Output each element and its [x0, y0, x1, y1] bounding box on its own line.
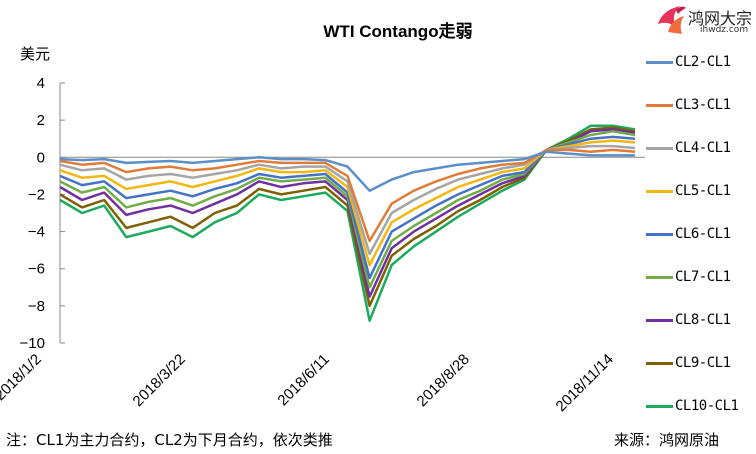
y-tick-label: −2 — [28, 186, 45, 203]
legend-swatch — [646, 318, 673, 322]
y-tick-label: −6 — [28, 261, 45, 278]
legend-label: CL9-CL1 — [675, 355, 731, 371]
footnote: 注：CL1为主力合约，CL2为下月合约，依次类推 — [6, 431, 333, 449]
logo-subtext: ihwdz.com — [700, 25, 749, 35]
legend-swatch — [646, 189, 673, 193]
legend-label: CL6-CL1 — [675, 226, 731, 242]
legend-label: CL10-CL1 — [675, 398, 739, 414]
legend-item-cl10-cl1: CL10-CL1 — [646, 396, 739, 416]
legend-item-cl5-cl1: CL5-CL1 — [646, 181, 731, 201]
legend-item-cl7-cl1: CL7-CL1 — [646, 267, 731, 287]
legend-swatch — [646, 232, 673, 236]
y-tick-label: 0 — [37, 149, 45, 166]
legend-label: CL8-CL1 — [675, 312, 731, 328]
legend-label: CL7-CL1 — [675, 269, 731, 285]
legend-label: CL4-CL1 — [675, 140, 731, 156]
legend-item-cl2-cl1: CL2-CL1 — [646, 52, 731, 72]
y-tick-label: −10 — [20, 335, 45, 352]
x-tick-label: 2018/8/28 — [414, 351, 473, 410]
legend-label: CL2-CL1 — [675, 54, 731, 70]
x-tick-label: 2018/3/22 — [130, 351, 189, 410]
legend-swatch — [646, 103, 673, 107]
series-line-cl2-cl1 — [59, 150, 635, 192]
legend-item-cl3-cl1: CL3-CL1 — [646, 95, 731, 115]
y-tick-label: 2 — [37, 112, 45, 129]
y-axis-unit-label: 美元 — [20, 45, 51, 63]
legend-item-cl8-cl1: CL8-CL1 — [646, 310, 731, 330]
legend-item-cl4-cl1: CL4-CL1 — [646, 138, 731, 158]
logo-icon — [658, 6, 686, 34]
legend-item-cl6-cl1: CL6-CL1 — [646, 224, 731, 244]
legend-swatch — [646, 275, 673, 279]
legend-swatch — [646, 404, 673, 408]
chart-title-text: WTI Contango走弱 — [323, 22, 473, 41]
y-tick-label: 4 — [37, 75, 45, 92]
x-tick-label: 2018/11/14 — [553, 351, 617, 415]
y-tick-label: −8 — [28, 298, 45, 315]
legend-swatch — [646, 146, 673, 150]
legend-label: CL5-CL1 — [675, 183, 731, 199]
logo-text: 鸿网大宗 — [688, 9, 753, 28]
x-tick-label: 2018/6/11 — [274, 351, 332, 409]
y-tick-label: −4 — [28, 224, 45, 241]
x-tick-label: 2018/1/2 — [0, 351, 45, 404]
source-label: 来源：鸿网原油 — [614, 431, 720, 449]
legend-item-cl9-cl1: CL9-CL1 — [646, 353, 731, 373]
chart-title: WTI Contango走弱 — [0, 17, 756, 42]
legend-swatch — [646, 361, 673, 365]
legend-label: CL3-CL1 — [675, 97, 731, 113]
legend-swatch — [646, 60, 673, 64]
